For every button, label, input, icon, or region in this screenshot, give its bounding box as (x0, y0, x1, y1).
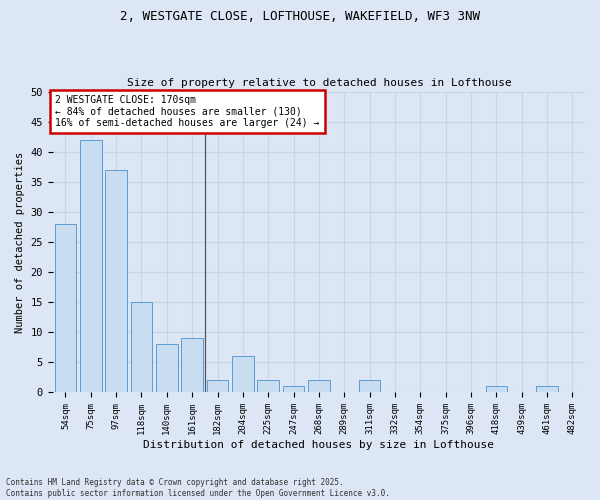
Bar (232, 356, 254, 392)
Bar (156, 344, 178, 393)
Bar (207, 380, 228, 392)
Bar (283, 386, 304, 392)
Bar (359, 380, 380, 392)
X-axis label: Distribution of detached houses by size in Lofthouse: Distribution of detached houses by size … (143, 440, 494, 450)
Text: 2, WESTGATE CLOSE, LOFTHOUSE, WAKEFIELD, WF3 3NW: 2, WESTGATE CLOSE, LOFTHOUSE, WAKEFIELD,… (120, 10, 480, 23)
Bar (80, 140, 101, 392)
Bar (485, 386, 507, 392)
Bar (55, 224, 76, 392)
Bar (106, 170, 127, 392)
Bar (308, 380, 329, 392)
Bar (131, 302, 152, 392)
Bar (257, 380, 279, 392)
Bar (181, 338, 203, 392)
Text: 2 WESTGATE CLOSE: 170sqm
← 84% of detached houses are smaller (130)
16% of semi-: 2 WESTGATE CLOSE: 170sqm ← 84% of detach… (55, 94, 320, 128)
Bar (536, 386, 558, 392)
Y-axis label: Number of detached properties: Number of detached properties (15, 152, 25, 332)
Title: Size of property relative to detached houses in Lofthouse: Size of property relative to detached ho… (127, 78, 511, 88)
Text: Contains HM Land Registry data © Crown copyright and database right 2025.
Contai: Contains HM Land Registry data © Crown c… (6, 478, 390, 498)
